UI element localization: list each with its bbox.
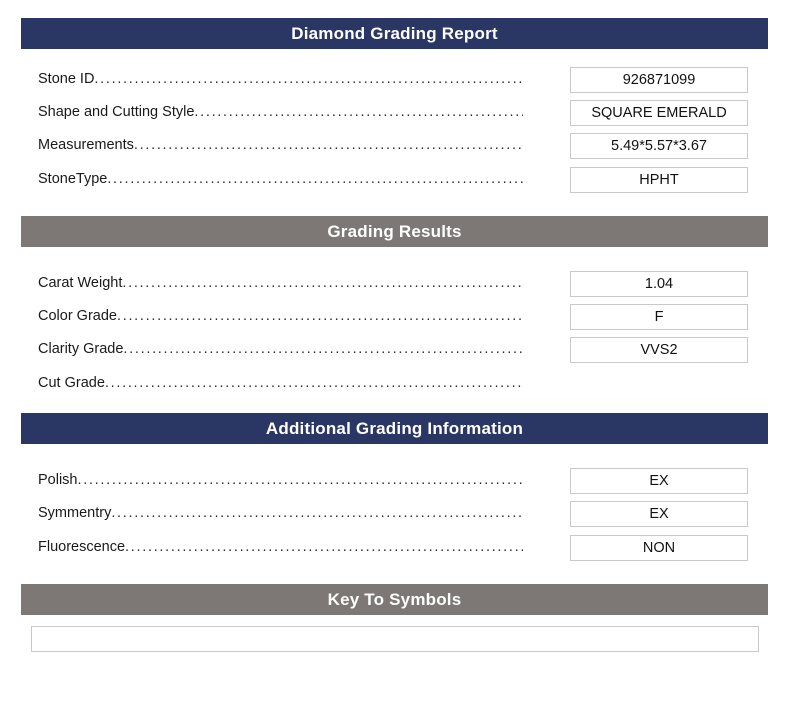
- section-banner-key-to-symbols: Key To Symbols: [21, 584, 768, 615]
- value-box-symmetry[interactable]: EX: [570, 501, 748, 527]
- table-row: Stone ID ...............................…: [38, 67, 750, 97]
- row-label-text: Clarity Grade: [38, 341, 124, 357]
- value-box-measurements[interactable]: 5.49*5.57*3.67: [570, 133, 748, 159]
- row-label-text: StoneType: [38, 171, 108, 187]
- dot-leader: ........................................…: [104, 375, 523, 391]
- row-label-text: Fluorescence: [38, 539, 126, 555]
- table-row: Cut Grade ..............................…: [38, 375, 750, 401]
- value-box-color-grade[interactable]: F: [570, 304, 748, 330]
- row-label-text: Polish: [38, 472, 78, 488]
- table-row: Symmentry ..............................…: [38, 501, 750, 531]
- value-box-stone-id[interactable]: 926871099: [570, 67, 748, 93]
- row-label-carat-weight: Carat Weight ...........................…: [38, 275, 523, 295]
- table-row: Color Grade ............................…: [38, 304, 750, 334]
- row-label-color-grade: Color Grade ............................…: [38, 308, 523, 328]
- section-banner-additional-grading-information: Additional Grading Information: [21, 413, 768, 444]
- table-row: Polish .................................…: [38, 468, 750, 498]
- row-label-measurements: Measurements ...........................…: [38, 137, 523, 157]
- value-box-carat-weight[interactable]: 1.04: [570, 271, 748, 297]
- dot-leader: ........................................…: [125, 539, 523, 555]
- value-box-fluorescence[interactable]: NON: [570, 535, 748, 561]
- section-banner-header: Diamond Grading Report: [21, 18, 768, 49]
- dot-leader: ........................................…: [122, 275, 523, 291]
- table-row: StoneType ..............................…: [38, 167, 750, 197]
- table-row: Measurements ...........................…: [38, 133, 750, 163]
- table-row: Clarity Grade ..........................…: [38, 337, 750, 367]
- table-row: Carat Weight ...........................…: [38, 271, 750, 301]
- value-box-shape-and-cutting-style[interactable]: SQUARE EMERALD: [570, 100, 748, 126]
- row-label-text: Symmentry: [38, 505, 112, 521]
- row-label-polish: Polish .................................…: [38, 472, 523, 492]
- value-box-stone-type[interactable]: HPHT: [570, 167, 748, 193]
- row-label-clarity-grade: Clarity Grade ..........................…: [38, 341, 523, 361]
- dot-leader: ........................................…: [116, 308, 523, 324]
- row-label-stone-id: Stone ID ...............................…: [38, 71, 523, 91]
- row-label-text: Stone ID: [38, 71, 95, 87]
- row-label-shape-and-cutting-style: Shape and Cutting Style ................…: [38, 104, 523, 124]
- table-row: Fluorescence ...........................…: [38, 535, 750, 565]
- table-row: Shape and Cutting Style ................…: [38, 100, 750, 130]
- dot-leader: ........................................…: [123, 341, 523, 357]
- row-label-text: Shape and Cutting Style: [38, 104, 195, 120]
- key-to-symbols-field[interactable]: [31, 626, 759, 652]
- section-banner-grading-results: Grading Results: [21, 216, 768, 247]
- dot-leader: ........................................…: [194, 104, 523, 120]
- row-label-text: Cut Grade: [38, 375, 105, 391]
- row-label-text: Color Grade: [38, 308, 117, 324]
- dot-leader: ........................................…: [77, 472, 524, 488]
- row-label-text: Measurements: [38, 137, 134, 153]
- row-label-symmetry: Symmentry ..............................…: [38, 505, 523, 525]
- row-label-text: Carat Weight: [38, 275, 123, 291]
- value-box-cut-grade: [570, 371, 748, 397]
- dot-leader: ........................................…: [107, 171, 523, 187]
- value-box-polish[interactable]: EX: [570, 468, 748, 494]
- dot-leader: ........................................…: [111, 505, 523, 521]
- row-label-fluorescence: Fluorescence ...........................…: [38, 539, 523, 559]
- row-label-stone-type: StoneType ..............................…: [38, 171, 523, 191]
- row-label-cut-grade: Cut Grade ..............................…: [38, 375, 523, 395]
- dot-leader: ........................................…: [133, 137, 523, 153]
- dot-leader: ........................................…: [94, 71, 523, 87]
- value-box-clarity-grade[interactable]: VVS2: [570, 337, 748, 363]
